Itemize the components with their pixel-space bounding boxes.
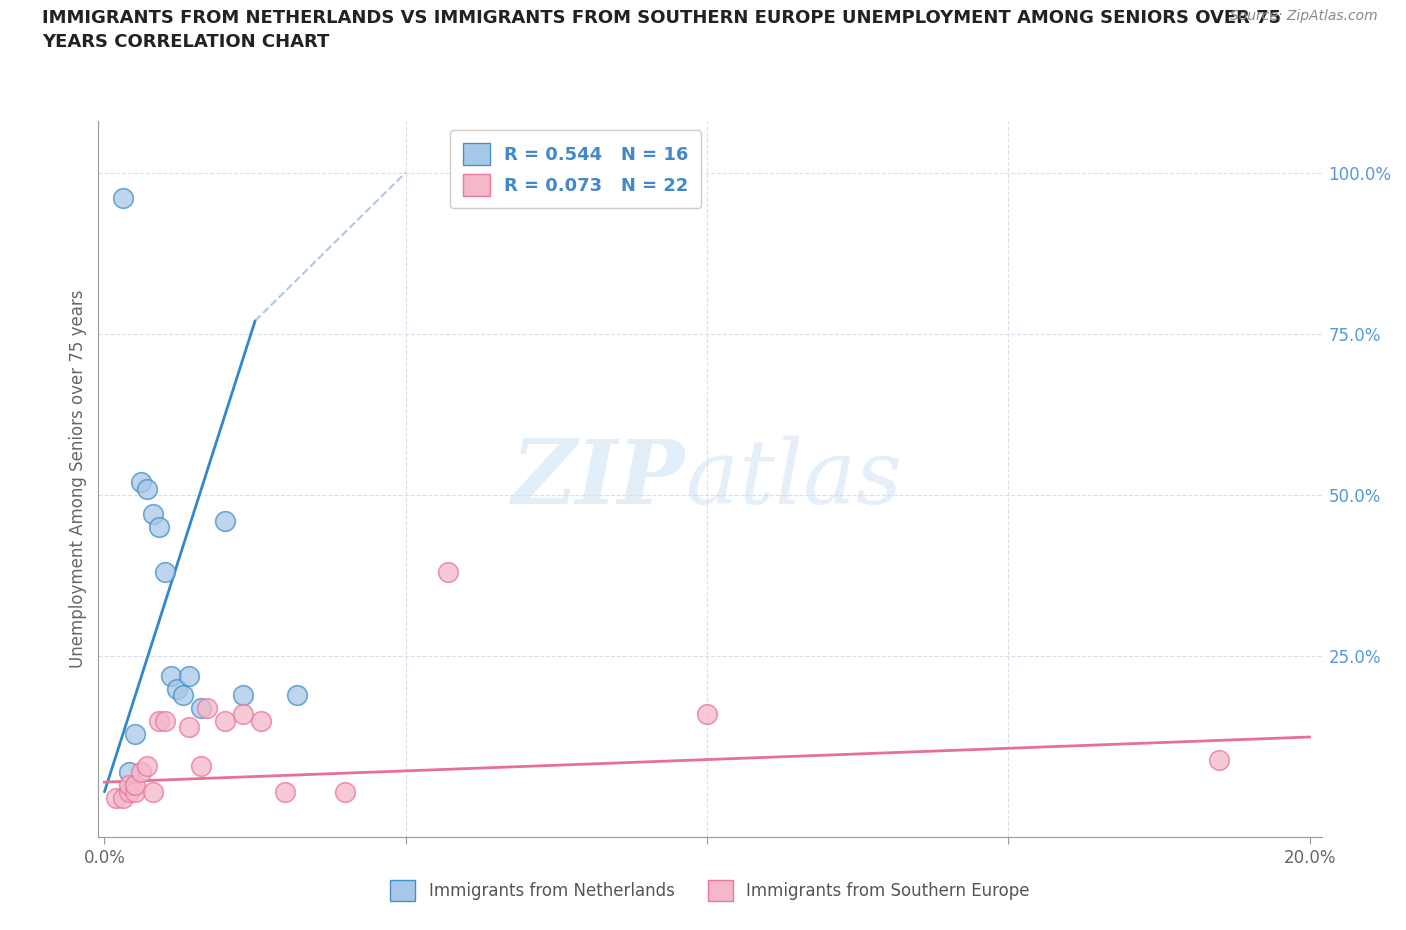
Point (135, 759, 157, 774)
Point (105, 790, 128, 805)
Point (142, 784, 165, 799)
Point (232, 707, 254, 722)
Point (111, 790, 134, 805)
Point (214, 713, 236, 728)
Point (117, 778, 139, 793)
Point (153, 713, 176, 728)
Point (124, 778, 146, 793)
Point (166, 681, 188, 696)
Point (129, 765, 152, 780)
Point (232, 687, 254, 702)
Text: ZIP: ZIP (512, 435, 686, 523)
Legend: Immigrants from Netherlands, Immigrants from Southern Europe: Immigrants from Netherlands, Immigrants … (384, 874, 1036, 908)
Point (111, 191, 134, 206)
Point (129, 474, 152, 489)
Point (190, 700, 212, 715)
Point (274, 784, 297, 799)
Point (285, 687, 308, 702)
Point (1208, 752, 1230, 767)
Point (135, 481, 157, 496)
Text: IMMIGRANTS FROM NETHERLANDS VS IMMIGRANTS FROM SOUTHERN EUROPE UNEMPLOYMENT AMON: IMMIGRANTS FROM NETHERLANDS VS IMMIGRANT… (42, 9, 1281, 51)
Point (148, 520, 170, 535)
Point (195, 700, 218, 715)
Point (214, 513, 236, 528)
Point (172, 687, 194, 702)
Point (159, 669, 181, 684)
Text: Source: ZipAtlas.com: Source: ZipAtlas.com (1230, 9, 1378, 23)
Point (124, 784, 146, 799)
Point (190, 759, 212, 774)
Point (696, 707, 718, 722)
Point (124, 726, 146, 741)
Point (437, 565, 460, 580)
Point (177, 720, 200, 735)
Point (148, 713, 170, 728)
Text: atlas: atlas (686, 435, 901, 523)
Point (117, 765, 139, 780)
Point (177, 669, 200, 684)
Point (153, 565, 176, 580)
Point (117, 784, 139, 799)
Point (142, 507, 165, 522)
Point (335, 784, 357, 799)
Y-axis label: Unemployment Among Seniors over 75 years: Unemployment Among Seniors over 75 years (69, 290, 87, 668)
Point (250, 713, 273, 728)
